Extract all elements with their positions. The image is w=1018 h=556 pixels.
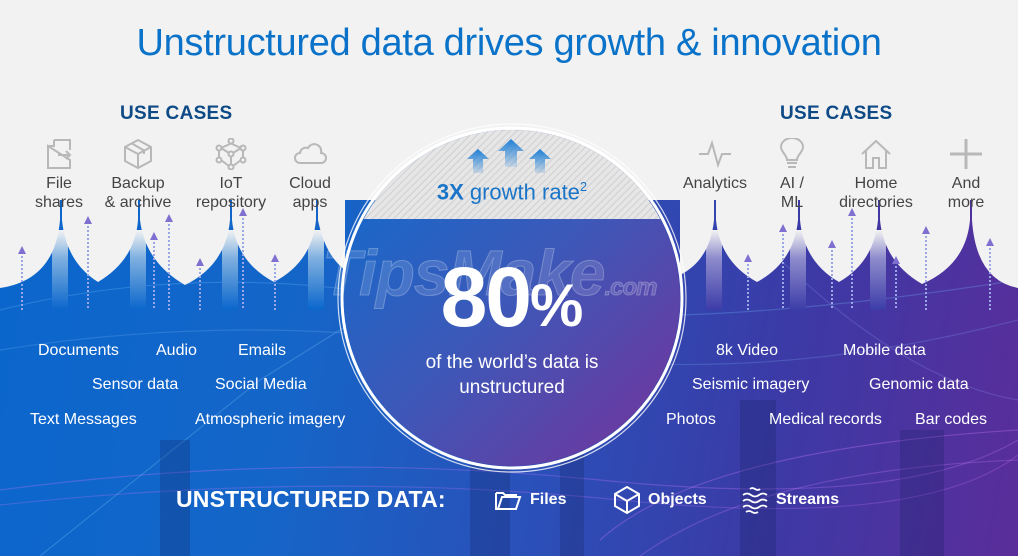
- scallop-divider: [0, 200, 1018, 310]
- cloud-icon: [294, 143, 327, 164]
- data-type-social-media: Social Media: [215, 376, 307, 393]
- data-type-audio: Audio: [156, 342, 197, 359]
- use-case-iot-repository: IoT repository: [188, 138, 274, 212]
- data-type-seismic-imagery: Seismic imagery: [692, 376, 810, 393]
- unstructured-streams: Streams: [742, 486, 839, 514]
- data-type-8k-video: 8k Video: [716, 342, 778, 359]
- unstructured-objects: Objects: [614, 486, 707, 514]
- plus-icon: [950, 139, 982, 169]
- background-decor-lines: [0, 239, 1018, 556]
- stat-value: 80%: [440, 250, 584, 344]
- stat-circle-graphic: [337, 123, 687, 473]
- box-icon: [124, 138, 152, 170]
- data-type-mobile-data: Mobile data: [843, 342, 926, 359]
- use-case-ai-ml: AI / ML: [772, 138, 812, 212]
- use-case-file-shares: File shares: [28, 138, 90, 212]
- use-case-backup-archive: Backup & archive: [98, 138, 178, 212]
- use-case-and-more: And more: [940, 138, 992, 212]
- data-type-bar-codes: Bar codes: [915, 411, 988, 428]
- data-type-emails: Emails: [238, 342, 287, 359]
- use-cases-left-heading: USE CASES: [120, 103, 233, 124]
- cube-icon: [614, 486, 640, 514]
- stat-circle: 3X growth rate2 80% of the world’s data …: [335, 121, 689, 475]
- data-type-documents: Documents: [38, 342, 119, 359]
- waves-icon: [742, 487, 768, 514]
- use-case-home-directories: Home directories: [834, 138, 918, 212]
- growth-arrows-icon: [467, 139, 551, 173]
- data-type-text-messages: Text Messages: [30, 411, 137, 428]
- pulse-icon: [699, 139, 731, 169]
- growth-rate-text: 3X growth rate2: [436, 179, 588, 205]
- unstructured-data-label: UNSTRUCTURED DATA:: [176, 486, 446, 512]
- data-type-atmospheric-imagery: Atmospheric imagery: [195, 411, 346, 428]
- folder-icon: [495, 492, 522, 510]
- use-case-analytics: Analytics: [676, 138, 754, 193]
- file-share-icon: [47, 139, 72, 169]
- page-title: Unstructured data drives growth & innova…: [136, 22, 882, 64]
- iot-network-icon: [215, 138, 247, 170]
- unstructured-files: Files: [494, 489, 566, 511]
- use-case-cloud-apps: Cloud apps: [282, 138, 338, 212]
- data-type-photos: Photos: [666, 411, 716, 428]
- data-type-sensor-data: Sensor data: [92, 376, 179, 393]
- stat-caption: of the world’s data is unstructured: [425, 352, 599, 398]
- home-icon: [861, 139, 891, 169]
- lightbulb-icon: [779, 138, 805, 168]
- data-type-medical-records: Medical records: [769, 411, 882, 428]
- data-type-genomic-data: Genomic data: [869, 376, 969, 393]
- use-cases-right-heading: USE CASES: [780, 103, 893, 124]
